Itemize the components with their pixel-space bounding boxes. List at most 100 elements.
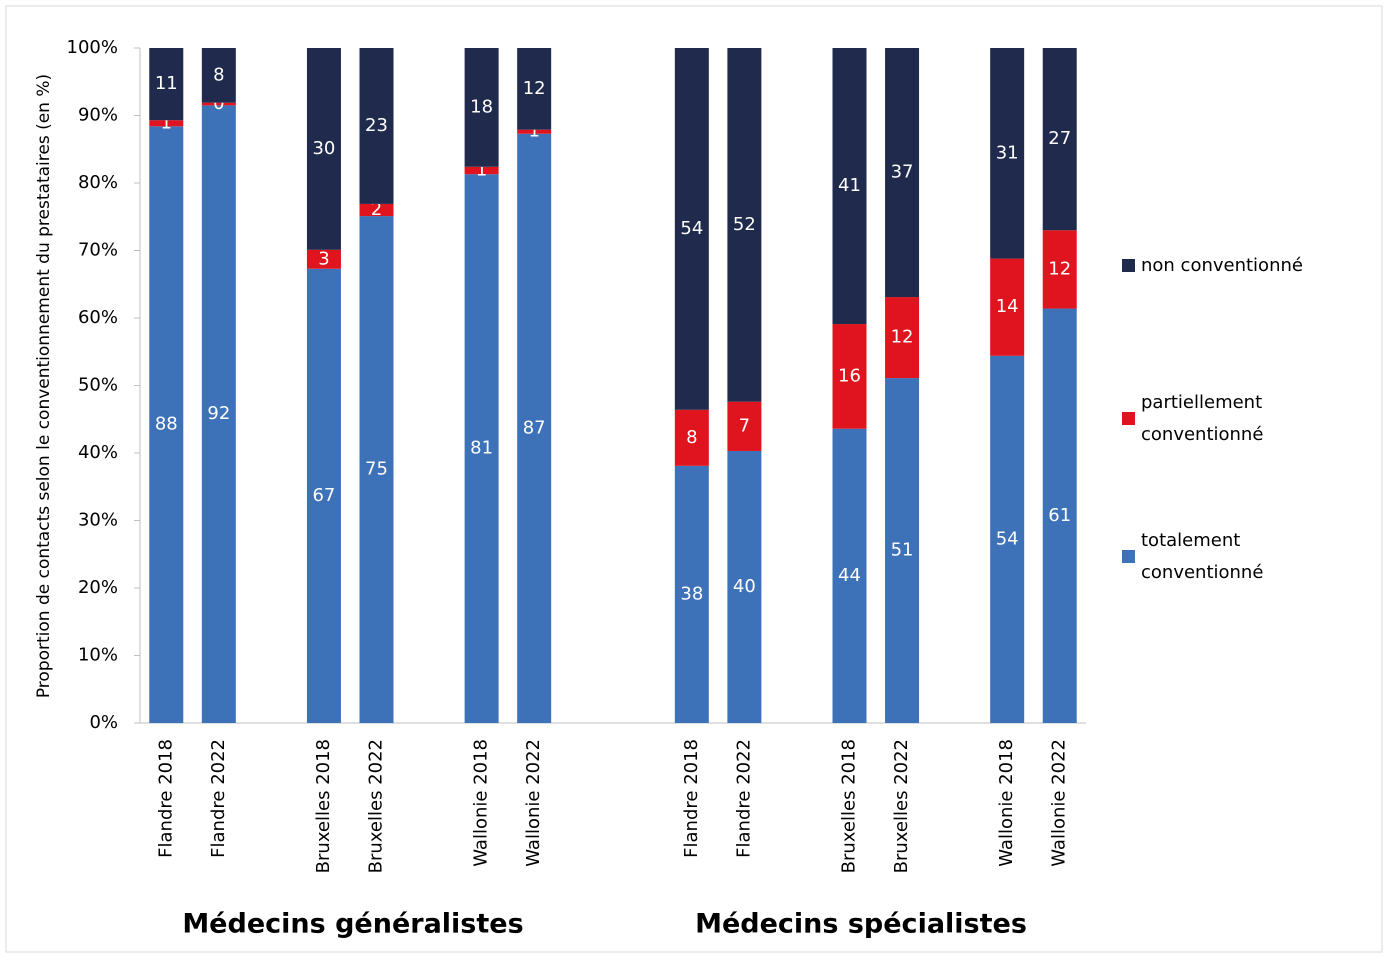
- legend-label: partiellement conventionné: [1141, 392, 1268, 445]
- x-tick-label: Bruxelles 2018: [313, 739, 334, 873]
- bar-segment: [674, 465, 709, 723]
- y-tick-label: 100%: [67, 37, 118, 58]
- bar-segment: [727, 450, 762, 723]
- y-tick-label: 90%: [78, 105, 118, 126]
- bar-segment: [832, 48, 867, 325]
- data-label: 8: [213, 64, 224, 85]
- data-label: 12: [891, 327, 914, 348]
- x-tick-label: Bruxelles 2018: [839, 739, 860, 873]
- legend-swatch: [1122, 259, 1135, 272]
- x-tick-label: Flandre 2022: [208, 739, 229, 858]
- x-tick-label: Bruxelles 2022: [891, 739, 912, 873]
- bar-segment: [517, 133, 552, 724]
- legend-swatch: [1122, 412, 1135, 425]
- x-tick-label: Wallonie 2018: [471, 739, 492, 867]
- bar-segment: [201, 48, 236, 103]
- data-label: 16: [838, 365, 861, 386]
- bar-segment: [201, 102, 236, 106]
- data-label: 75: [365, 459, 388, 480]
- data-label: 67: [312, 485, 335, 506]
- y-tick-label: 30%: [78, 510, 118, 531]
- bar-segment: [727, 48, 762, 402]
- data-label: 44: [838, 565, 861, 586]
- bar-segment: [674, 48, 709, 410]
- bar-segment: [306, 268, 341, 723]
- bar-segment: [464, 166, 499, 175]
- data-label: 1: [161, 112, 172, 133]
- data-label: 27: [1048, 128, 1071, 149]
- bar-segment: [885, 297, 920, 379]
- x-tick-label: Flandre 2018: [681, 739, 702, 858]
- data-label: 31: [996, 142, 1019, 163]
- data-label: 81: [470, 438, 493, 459]
- legend-line: conventionné: [1141, 562, 1263, 583]
- bar-segment: [517, 129, 552, 134]
- y-tick-label: 80%: [78, 172, 118, 193]
- bar-segment: [149, 120, 184, 127]
- legend-line: totalement: [1141, 530, 1246, 551]
- bar-segment: [464, 174, 499, 724]
- bar-segment: [832, 428, 867, 723]
- data-label: 0: [213, 93, 224, 114]
- bar-segment: [359, 216, 394, 723]
- bar-segment: [306, 249, 341, 269]
- y-tick-label: 60%: [78, 307, 118, 328]
- y-tick-label: 40%: [78, 442, 118, 463]
- bar-segment: [1042, 308, 1077, 723]
- bar-segment: [990, 258, 1025, 356]
- bar-segment: [149, 126, 184, 724]
- bar-segment: [885, 378, 920, 723]
- bar-segment: [727, 401, 762, 451]
- bar-segment: [464, 48, 499, 167]
- bar-segment: [885, 48, 920, 298]
- bar-segment: [990, 355, 1025, 723]
- x-tick-label: Wallonie 2018: [996, 739, 1017, 867]
- x-tick-label: Wallonie 2022: [523, 739, 544, 867]
- data-label: 1: [528, 121, 539, 142]
- data-label: 7: [739, 415, 750, 436]
- data-label: 12: [1048, 258, 1071, 279]
- x-tick-label: Bruxelles 2022: [366, 739, 387, 873]
- data-label: 40: [733, 576, 756, 597]
- bar-segment: [1042, 230, 1077, 309]
- y-tick-label: 10%: [78, 645, 118, 666]
- data-label: 37: [891, 162, 914, 183]
- y-tick-label: 0%: [89, 712, 118, 733]
- group-label: Médecins spécialistes: [695, 909, 1027, 940]
- data-label: 38: [680, 583, 703, 604]
- data-label: 1: [476, 160, 487, 181]
- legend-line: conventionné: [1141, 424, 1263, 445]
- data-label: 8: [686, 427, 697, 448]
- data-label: 88: [155, 414, 178, 435]
- x-tick-label: Flandre 2022: [733, 739, 754, 858]
- bar-segment: [359, 48, 394, 204]
- data-label: 52: [733, 214, 756, 235]
- group-label: Médecins généralistes: [182, 909, 523, 940]
- data-label: 2: [371, 199, 382, 220]
- x-tick-label: Wallonie 2022: [1049, 739, 1070, 867]
- legend-label: totalement conventionné: [1141, 530, 1263, 583]
- bar-segment: [359, 203, 394, 217]
- bar-segment: [149, 48, 184, 121]
- bar-segment: [674, 409, 709, 466]
- bar-segment: [517, 48, 552, 130]
- data-label: 3: [318, 248, 329, 269]
- y-tick-label: 50%: [78, 375, 118, 396]
- data-label: 92: [207, 403, 230, 424]
- data-label: 54: [680, 218, 703, 239]
- x-tick-label: Flandre 2018: [155, 739, 176, 858]
- data-label: 23: [365, 115, 388, 136]
- y-tick-label: 20%: [78, 577, 118, 598]
- data-label: 18: [470, 96, 493, 117]
- bar-segment: [990, 48, 1025, 259]
- data-label: 61: [1048, 505, 1071, 526]
- data-label: 11: [155, 73, 178, 94]
- data-label: 87: [523, 417, 546, 438]
- legend-swatch: [1122, 550, 1135, 563]
- bar-segment: [201, 105, 236, 723]
- data-label: 51: [891, 540, 914, 561]
- data-label: 54: [996, 528, 1019, 549]
- data-label: 41: [838, 175, 861, 196]
- bar-segment: [1042, 48, 1077, 231]
